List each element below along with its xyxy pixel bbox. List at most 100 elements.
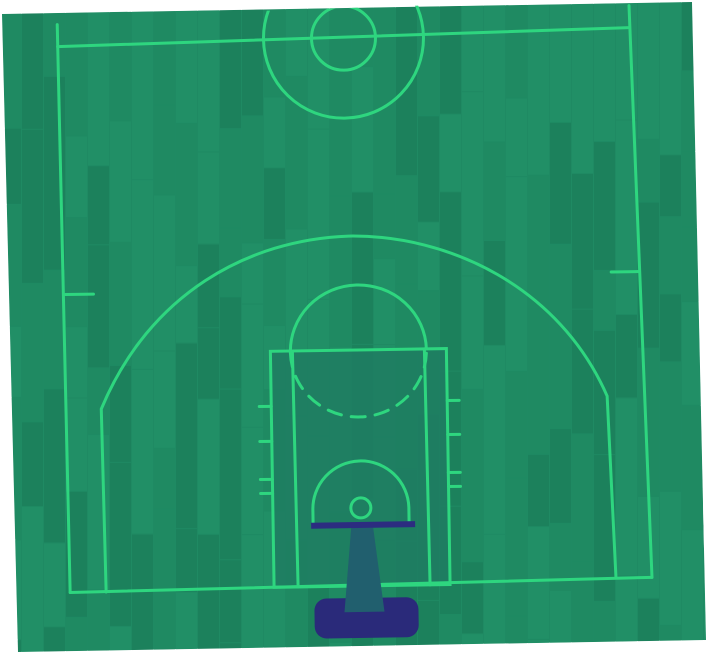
floor-plank (154, 351, 175, 448)
floor-plank (132, 2, 153, 180)
floor-plank (550, 523, 571, 590)
floor-plank (88, 166, 109, 245)
floor-plank (506, 2, 527, 98)
floor-plank (506, 478, 527, 616)
floor-plank (528, 175, 549, 309)
floor-plank (220, 129, 241, 228)
floor-plank (242, 304, 263, 427)
floor-plank (220, 643, 241, 652)
floor-plank (22, 129, 43, 283)
lane-inner-right (422, 347, 432, 587)
floor-plank (132, 180, 153, 369)
floor-plank (484, 534, 505, 652)
floor-plank (440, 615, 461, 652)
floor-plank (682, 71, 703, 152)
floor-plank (110, 2, 131, 121)
floor-plank (220, 297, 241, 389)
floor-plank (22, 422, 43, 506)
floor-plank (198, 152, 219, 244)
floor-plank (154, 105, 175, 195)
floor-plank (198, 399, 219, 534)
floor-plank (704, 235, 706, 404)
backboard (311, 521, 416, 529)
floor-plank (66, 398, 87, 491)
floor-plank (352, 192, 373, 344)
floor-plank (286, 76, 307, 229)
floor-plank (462, 389, 483, 562)
floor-plank (550, 122, 571, 244)
floor-plank (198, 2, 219, 152)
floor-plank (308, 129, 329, 299)
floor-plank (374, 194, 395, 259)
floor-plank (616, 315, 637, 398)
floor-plank (682, 227, 703, 302)
floor-plank (682, 405, 703, 530)
floor-plank (242, 116, 263, 243)
floor-plank (572, 2, 593, 174)
floor-plank (66, 136, 87, 218)
floor-plank (638, 598, 659, 652)
floor-plank (418, 222, 439, 291)
floor-plank (594, 455, 615, 601)
floor-plank (506, 177, 527, 371)
floor-plank (220, 228, 241, 297)
floor-plank (44, 2, 65, 76)
floor-plank (132, 369, 153, 534)
lane-inner-left (290, 349, 300, 589)
floor-plank (22, 506, 43, 652)
floor-plank (44, 270, 65, 389)
floor-plank (154, 2, 175, 105)
floor-plank (220, 389, 241, 560)
floor-plank (330, 642, 351, 652)
floor-plank (154, 195, 175, 351)
free-throw-circle-solid (288, 283, 428, 355)
center-circle-outer (261, 0, 425, 120)
floor-plank (594, 601, 615, 652)
floor-plank (2, 540, 21, 640)
floor-plank (220, 2, 241, 129)
floor-plank (418, 600, 439, 652)
floor-plank (660, 217, 681, 294)
floor-plank (704, 110, 706, 235)
floor-plank (506, 98, 527, 177)
floor-plank (506, 371, 527, 478)
floor-plank (418, 116, 439, 222)
floor-plank (638, 2, 659, 139)
floor-plank (484, 142, 505, 241)
floor-plank (550, 2, 571, 122)
floor-plank (484, 241, 505, 345)
floor-plank (374, 2, 395, 194)
floor-plank (176, 529, 197, 592)
floor-plank (2, 2, 21, 128)
floor-plank (110, 365, 131, 462)
floor-plank (462, 276, 483, 389)
sideline-left (55, 23, 72, 595)
floor-plank (264, 647, 285, 652)
floor-plank (132, 534, 153, 652)
restricted-arc (311, 459, 411, 527)
floor-plank (264, 239, 285, 326)
floor-plank (66, 327, 87, 398)
floor-plank (264, 97, 285, 168)
floor-plank (110, 626, 131, 652)
floor-plank (154, 448, 175, 509)
floor-plank (484, 345, 505, 534)
floor-plank (198, 328, 219, 399)
floor-plank (2, 128, 21, 204)
floor-plank (66, 218, 87, 327)
floor-plank (374, 259, 395, 345)
rim (349, 496, 373, 520)
floor-plank (2, 397, 21, 540)
floor-plank (506, 616, 527, 652)
floor-plank (528, 2, 549, 175)
floor-plank (330, 196, 351, 347)
floor-plank (682, 530, 703, 652)
floor-plank (660, 155, 681, 217)
floor-plank (682, 152, 703, 227)
floor-plank (44, 543, 65, 627)
floor-plank (22, 2, 43, 129)
floor-plank (528, 454, 549, 527)
hoop-base (314, 597, 419, 639)
free-throw-circle-dashed (288, 347, 428, 419)
